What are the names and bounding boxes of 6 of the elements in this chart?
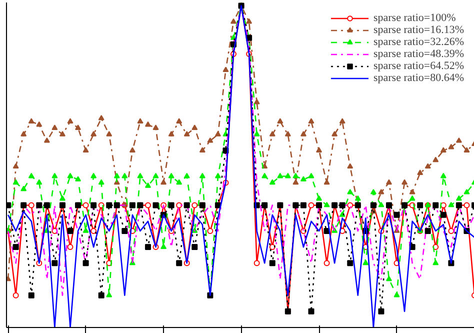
legend-label: sparse ratio=32.26%: [373, 36, 464, 48]
legend-label: sparse ratio=64.52%: [373, 60, 464, 72]
legend-label: sparse ratio=80.64%: [373, 72, 464, 84]
legend-label: sparse ratio=16.13%: [373, 24, 464, 36]
legend-label: sparse ratio=100%: [373, 12, 456, 24]
legend-label: sparse ratio=48.39%: [373, 48, 464, 60]
